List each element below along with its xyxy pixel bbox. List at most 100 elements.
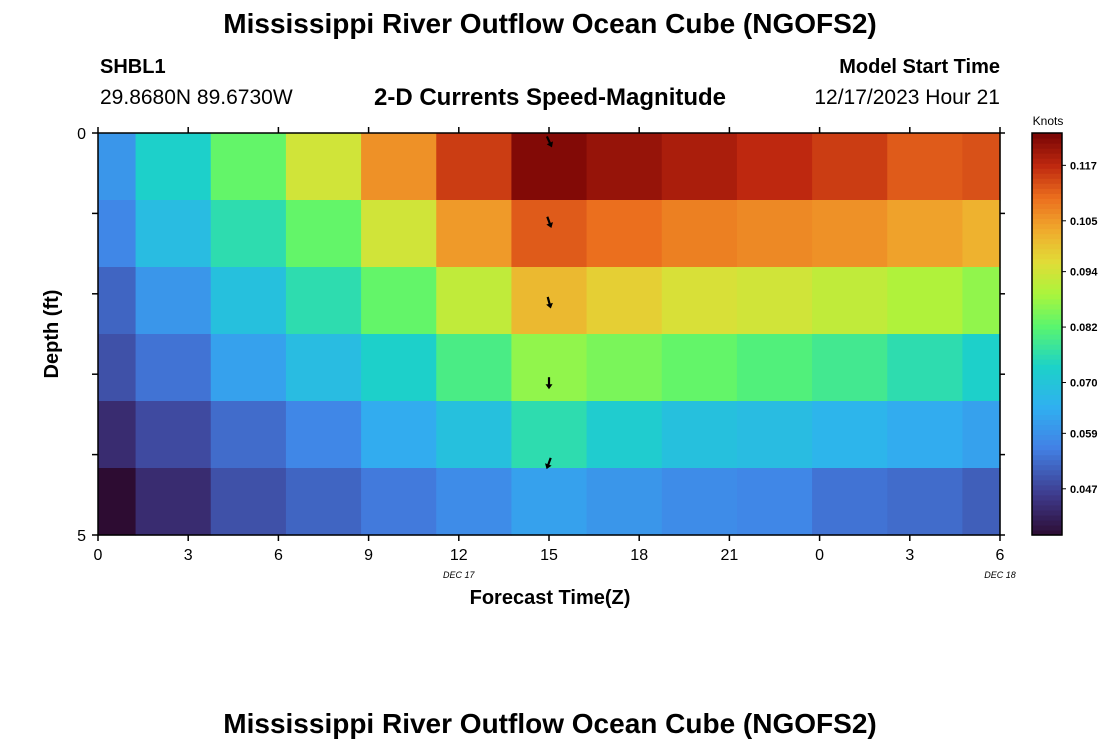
colorbar-segment — [1032, 288, 1062, 295]
heatmap-cell — [736, 200, 813, 268]
colorbar-segment — [1032, 138, 1062, 144]
heatmap-cell — [586, 133, 663, 201]
heatmap-cell — [135, 401, 212, 469]
colorbar-segment — [1032, 414, 1062, 421]
heatmap-cell — [511, 401, 588, 469]
heatmap-cell — [511, 200, 588, 268]
heatmap-cell — [436, 334, 513, 402]
colorbar-segment — [1032, 514, 1062, 521]
colorbar-segment — [1032, 298, 1062, 305]
colorbar-segment — [1032, 258, 1062, 265]
heatmap-cell — [812, 334, 888, 402]
colorbar-segment — [1032, 183, 1062, 189]
x-tick-label: 6 — [274, 547, 283, 564]
heatmap-cell — [285, 267, 362, 335]
heatmap-cell — [361, 267, 437, 335]
colorbar-segment — [1032, 193, 1062, 199]
x-tick-label: 3 — [184, 547, 193, 564]
heatmap-cell — [962, 334, 1001, 402]
heatmap-cell — [736, 468, 813, 536]
colorbar-segment — [1032, 313, 1062, 320]
colorbar-segment — [1032, 308, 1062, 315]
colorbar-segment — [1032, 303, 1062, 310]
heatmap-cell — [887, 401, 964, 469]
colorbar-segment — [1032, 278, 1062, 285]
heatmap-cell — [887, 334, 964, 402]
colorbar-tick-label: 0.059 — [1070, 428, 1098, 440]
heatmap-cell — [436, 200, 513, 268]
chart-subtitle: 2-D Currents Speed-Magnitude — [373, 84, 727, 111]
station-id: SHBL1 — [100, 56, 166, 78]
colorbar-segment — [1032, 344, 1062, 350]
heatmap-cell — [736, 334, 813, 402]
colorbar-segment — [1032, 283, 1062, 290]
y-axis: 05 — [77, 126, 1005, 545]
colorbar-segment — [1032, 499, 1062, 506]
colorbar-segment — [1032, 479, 1062, 486]
colorbar-segment — [1032, 419, 1062, 426]
colorbar-segment — [1032, 163, 1062, 169]
current-arrow — [546, 216, 553, 228]
colorbar-segment — [1032, 519, 1062, 526]
heatmap-cell — [736, 267, 813, 335]
heatmap-cell — [135, 200, 212, 268]
x-tick-label: 18 — [630, 547, 648, 564]
heatmap-cell — [210, 401, 287, 469]
heatmap-cell — [962, 468, 1001, 536]
colorbar-segment — [1032, 228, 1062, 235]
colorbar-segment — [1032, 359, 1062, 365]
heatmap-cell — [511, 334, 588, 402]
colorbar-segment — [1032, 424, 1062, 431]
heatmap-cell — [210, 468, 287, 536]
colorbar-segment — [1032, 213, 1062, 220]
heatmap-cell — [511, 468, 588, 536]
date-label: DEC 18 — [984, 570, 1016, 580]
date-label: DEC 17 — [443, 570, 476, 580]
colorbar-segment — [1032, 369, 1062, 375]
heatmap-cell — [361, 401, 437, 469]
colorbar-segment — [1032, 354, 1062, 360]
colorbar-segment — [1032, 133, 1062, 139]
heatmap-cell — [962, 267, 1001, 335]
heatmap-cell — [661, 468, 738, 536]
heatmap-cell — [361, 133, 437, 201]
colorbar-segment — [1032, 173, 1062, 179]
x-axis: 0 3 6 9 12 15 18 21 0 3 6 DEC 17 DEC 18 — [94, 127, 1016, 580]
colorbar-segment — [1032, 323, 1062, 330]
colorbar-segment — [1032, 273, 1062, 280]
y-tick-label: 0 — [77, 126, 86, 143]
heatmap-cell — [210, 200, 287, 268]
heatmap-cell — [586, 200, 663, 268]
colorbar-segment — [1032, 379, 1062, 385]
x-tick-label: 6 — [996, 547, 1005, 564]
x-tick-label: 0 — [815, 547, 824, 564]
colorbar-segment — [1032, 389, 1062, 395]
colorbar-segment — [1032, 504, 1062, 511]
colorbar-segment — [1032, 243, 1062, 250]
x-axis-label: Forecast Time(Z) — [470, 587, 631, 609]
heatmap-cell — [98, 334, 137, 402]
heatmap-cell — [661, 267, 738, 335]
y-axis-label: Depth (ft) — [41, 290, 63, 379]
heatmap-cell — [436, 267, 513, 335]
heatmap-cell — [887, 468, 964, 536]
colorbar-segment — [1032, 328, 1062, 335]
heatmap-cell — [135, 468, 212, 536]
heatmap-cell — [812, 133, 888, 201]
colorbar-segment — [1032, 188, 1062, 194]
heatmap-cells — [98, 133, 1001, 536]
heatmap-cell — [210, 334, 287, 402]
colorbar-segment — [1032, 429, 1062, 436]
colorbar-segment — [1032, 208, 1062, 214]
heatmap-cell — [436, 133, 513, 201]
colorbar-segment — [1032, 203, 1062, 209]
colorbar: 0.117 0.105 0.094 0.082 0.070 0.059 0.047 — [1031, 132, 1098, 536]
current-arrow — [546, 296, 553, 309]
colorbar-segment — [1032, 394, 1062, 400]
heatmap-cell — [887, 200, 964, 268]
chart-title-top: Mississippi River Outflow Ocean Cube (NG… — [223, 8, 877, 39]
current-arrow — [545, 377, 553, 390]
colorbar-segment — [1032, 168, 1062, 174]
heatmap-cell — [887, 133, 964, 201]
